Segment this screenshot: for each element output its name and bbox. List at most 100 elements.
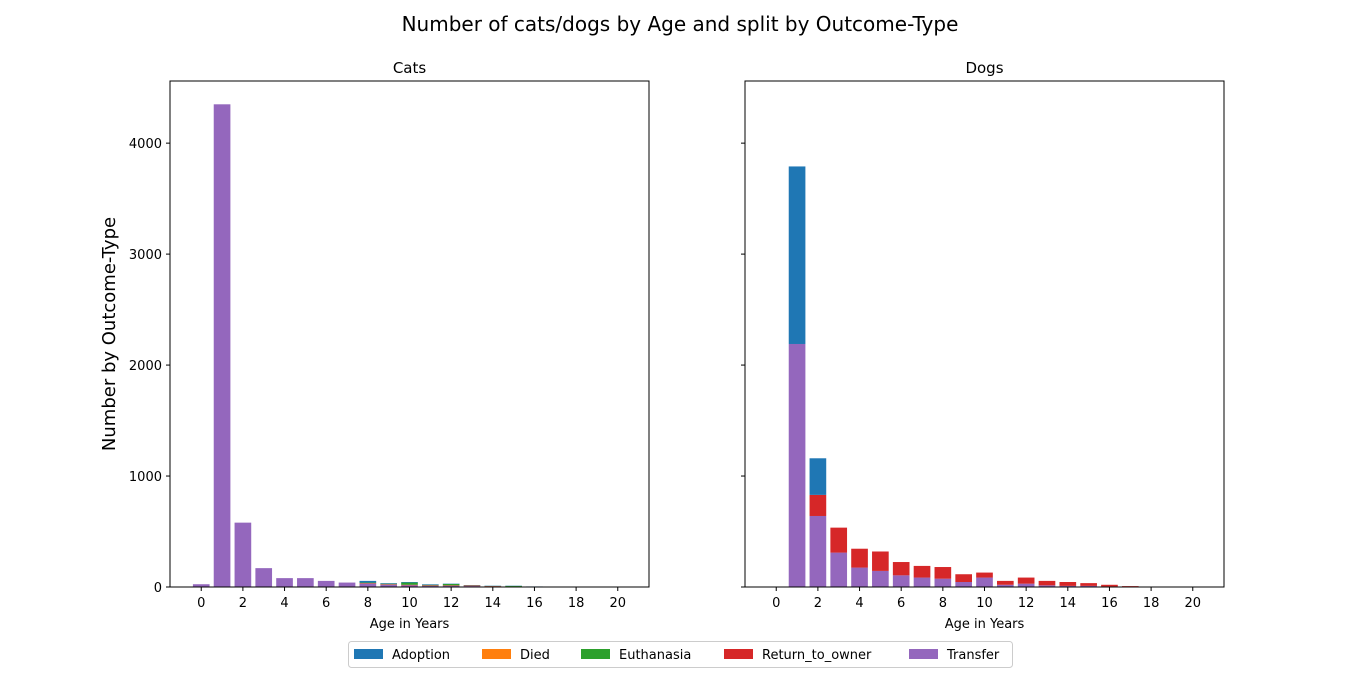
bar-return-to-owner-age-15 — [1080, 583, 1097, 586]
bar-return-to-owner-age-13 — [1038, 580, 1056, 586]
legend-label-adoption: Adoption — [392, 648, 450, 663]
bar-transfer-age-4 — [851, 567, 868, 587]
bar-transfer-age-2 — [234, 522, 252, 587]
bar-transfer-age-11 — [996, 584, 1014, 587]
bar-transfer-age-12 — [442, 585, 460, 587]
x-tick-label: 20 — [1184, 596, 1201, 611]
x-tick-label: 6 — [322, 596, 330, 611]
legend-swatch-died — [482, 649, 511, 659]
bar-return-to-owner-age-16 — [1101, 584, 1118, 587]
x-tick-label: 6 — [897, 596, 905, 611]
bar-transfer-age-0 — [192, 584, 210, 587]
x-tick-label: 14 — [1060, 596, 1077, 611]
bar-return-to-owner-age-6 — [892, 562, 910, 576]
bar-return-to-owner-age-12 — [442, 585, 460, 586]
bar-return-to-owner-age-11 — [421, 585, 439, 586]
legend-label-return-to-owner: Return_to_owner — [762, 648, 872, 663]
x-tick-label: 18 — [568, 596, 585, 611]
x-tick-label: 14 — [485, 596, 502, 611]
x-tick-label: 0 — [772, 596, 780, 611]
bar-transfer-age-2 — [809, 515, 827, 587]
cats-chart: 0 2 4 6 8 10 12 14 16 18 20 0 1000 2000 3000 4000 Cats Ag… — [129, 59, 650, 632]
y-tick-label: 2000 — [129, 359, 162, 374]
bar-return-to-owner-age-12 — [1017, 577, 1035, 584]
bar-transfer-age-6 — [892, 575, 910, 587]
legend-label-euthanasia: Euthanasia — [619, 648, 691, 663]
bar-transfer-age-15 — [1080, 585, 1097, 587]
bar-return-to-owner-age-3 — [830, 527, 848, 553]
bar-transfer-age-7 — [913, 577, 931, 587]
legend-label-transfer: Transfer — [946, 648, 1000, 663]
bar-return-to-owner-age-10 — [976, 572, 993, 578]
x-axis-label: Age in Years — [370, 617, 450, 632]
legend-frame — [348, 641, 1013, 668]
bar-adoption-age-11 — [421, 584, 439, 585]
x-tick-label: 16 — [526, 596, 543, 611]
y-tick-label: 1000 — [129, 470, 162, 485]
subplot-title: Dogs — [965, 59, 1003, 77]
bar-return-to-owner-age-8 — [359, 583, 377, 584]
bar-transfer-age-14 — [1059, 585, 1077, 587]
bar-adoption-age-10 — [401, 582, 418, 583]
bar-return-to-owner-age-10 — [401, 584, 418, 586]
bar-adoption-age-2 — [809, 458, 827, 495]
bar-transfer-age-3 — [830, 552, 848, 587]
bar-euthanasia-age-8 — [359, 582, 377, 584]
bar-transfer-age-9 — [380, 584, 398, 587]
bar-euthanasia-age-15 — [505, 585, 522, 587]
x-tick-label: 10 — [401, 596, 418, 611]
legend-swatch-euthanasia — [581, 649, 610, 659]
x-tick-label: 10 — [976, 596, 993, 611]
bar-adoption-age-1 — [788, 166, 806, 344]
x-tick-label: 18 — [1143, 596, 1160, 611]
y-tick-label: 0 — [154, 581, 162, 596]
bar-transfer-age-10 — [401, 585, 418, 587]
legend: Adoption Died Euthanasia Return_to_owner Tra… — [348, 641, 1013, 668]
x-tick-label: 20 — [609, 596, 626, 611]
x-tick-label: 12 — [1018, 596, 1035, 611]
bar-euthanasia-age-9 — [380, 583, 398, 585]
bar-transfer-age-8 — [934, 578, 952, 587]
bar-transfer-age-10 — [976, 577, 993, 587]
bar-return-to-owner-age-14 — [1059, 582, 1077, 586]
x-tick-label: 4 — [280, 596, 288, 611]
subplot-title: Cats — [393, 59, 427, 77]
bar-euthanasia-age-11 — [421, 584, 439, 586]
bar-transfer-age-5 — [872, 570, 889, 587]
x-axis-label: Age in Years — [945, 617, 1025, 632]
legend-swatch-return-to-owner — [724, 649, 753, 659]
legend-label-died: Died — [520, 648, 550, 663]
x-tick-label: 12 — [443, 596, 460, 611]
bar-transfer-age-3 — [255, 568, 273, 587]
bar-transfer-age-7 — [338, 582, 356, 587]
x-tick-label: 2 — [239, 596, 247, 611]
bar-return-to-owner-age-8 — [934, 567, 952, 579]
bar-transfer-age-4 — [276, 578, 293, 587]
bar-euthanasia-age-12 — [442, 584, 460, 586]
bar-transfer-age-8 — [359, 583, 377, 587]
bar-return-to-owner-age-4 — [851, 548, 868, 568]
bar-return-to-owner-age-17 — [1121, 586, 1139, 587]
figure-title: Number of cats/dogs by Age and split by … — [402, 12, 959, 36]
bar-transfer-age-12 — [1017, 583, 1035, 587]
bar-transfer-age-11 — [421, 585, 439, 587]
x-tick-label: 8 — [364, 596, 372, 611]
x-tick-label: 0 — [197, 596, 205, 611]
x-tick-label: 16 — [1101, 596, 1118, 611]
x-tick-label: 8 — [939, 596, 947, 611]
y-axis-label: Number by Outcome-Type — [99, 217, 120, 451]
bar-return-to-owner-age-2 — [809, 494, 827, 516]
bar-transfer-age-6 — [317, 580, 335, 587]
bar-transfer-age-1 — [213, 104, 231, 587]
bar-adoption-age-8 — [359, 580, 377, 583]
bar-return-to-owner-age-11 — [996, 580, 1014, 585]
bar-transfer-age-9 — [955, 582, 973, 587]
bar-return-to-owner-age-5 — [872, 551, 889, 571]
legend-swatch-adoption — [354, 649, 383, 659]
dogs-chart: 0 2 4 6 8 10 12 14 16 18 20 Dogs Age in Years — [741, 59, 1225, 632]
y-tick-label: 4000 — [129, 137, 162, 152]
bar-return-to-owner-age-9 — [955, 574, 973, 583]
bar-adoption-age-9 — [380, 583, 398, 584]
bar-transfer-age-13 — [1038, 585, 1056, 587]
